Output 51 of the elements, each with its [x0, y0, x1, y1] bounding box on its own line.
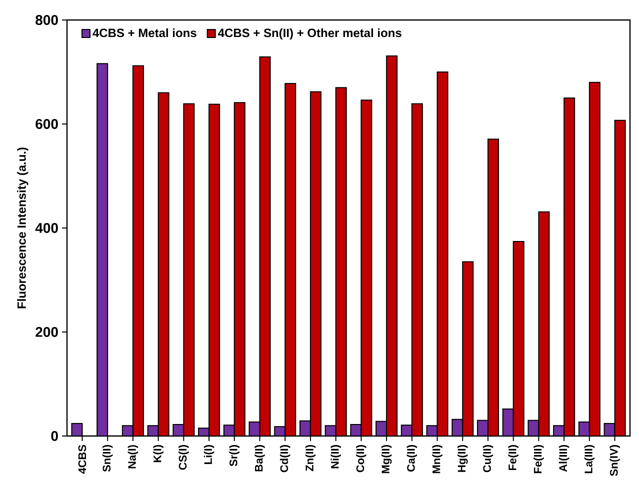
x-tick-label: 4CBS [78, 444, 86, 474]
bar [335, 87, 347, 436]
x-tick-label: Mn(II) [432, 445, 442, 474]
x-tick-label: Fe(III) [534, 445, 544, 474]
y-tick-label: 200 [36, 327, 58, 337]
bar [259, 56, 271, 436]
x-tick-label: K(I) [153, 445, 164, 462]
x-tick-label: Sn(IV) [610, 445, 620, 476]
x-tick-label: Cd(II) [280, 445, 290, 472]
bar [487, 138, 499, 436]
x-tick-label: CS(I) [178, 445, 189, 470]
x-tick-label: Sr(I) [229, 445, 240, 466]
bar [462, 261, 474, 436]
x-tick-label: Li(I) [204, 445, 214, 464]
x-tick-label: Ba(II) [254, 445, 265, 472]
y-axis-title: Fluorescence Intensity (a.u.) [17, 148, 28, 308]
legend-label: 4CBS + Metal ions [92, 28, 196, 38]
x-tick-label: Zn(II) [305, 445, 316, 472]
bar [132, 65, 144, 436]
y-tick-label: 600 [36, 119, 58, 129]
bar [310, 91, 322, 436]
x-tick-label: Cu(II) [482, 445, 494, 472]
bar [538, 211, 550, 436]
bar [284, 82, 296, 436]
bar [614, 120, 626, 436]
bar [96, 63, 108, 436]
bar [411, 103, 423, 436]
x-tick-label: Na(I) [128, 445, 138, 468]
y-tick-label: 400 [35, 223, 58, 233]
x-tick-label: Mg(II) [381, 445, 392, 474]
bar [360, 100, 372, 436]
x-tick-label: Ca(II) [406, 445, 418, 472]
bar [436, 72, 448, 436]
bar [208, 104, 220, 436]
x-tick-label: La(III) [584, 445, 595, 474]
bar [564, 97, 576, 436]
bar [588, 82, 600, 436]
bar [386, 55, 398, 436]
x-tick-label: Co(II) [356, 445, 366, 472]
x-tick-label: Hg(II) [457, 445, 468, 472]
bar [512, 241, 524, 436]
y-tick-label: 800 [36, 15, 58, 25]
x-tick-label: Fe(II) [508, 445, 518, 470]
x-tick-label: Ni(II) [330, 445, 341, 468]
legend-label: 4CBS + Sn(II) + Other metal ions [218, 28, 402, 40]
bar [158, 92, 170, 436]
x-tick-label: Al(III) [558, 445, 570, 472]
bar [234, 102, 246, 436]
x-tick-label: Sn(II) [102, 445, 113, 472]
bar [183, 103, 195, 436]
y-tick-label: 0 [51, 431, 58, 441]
